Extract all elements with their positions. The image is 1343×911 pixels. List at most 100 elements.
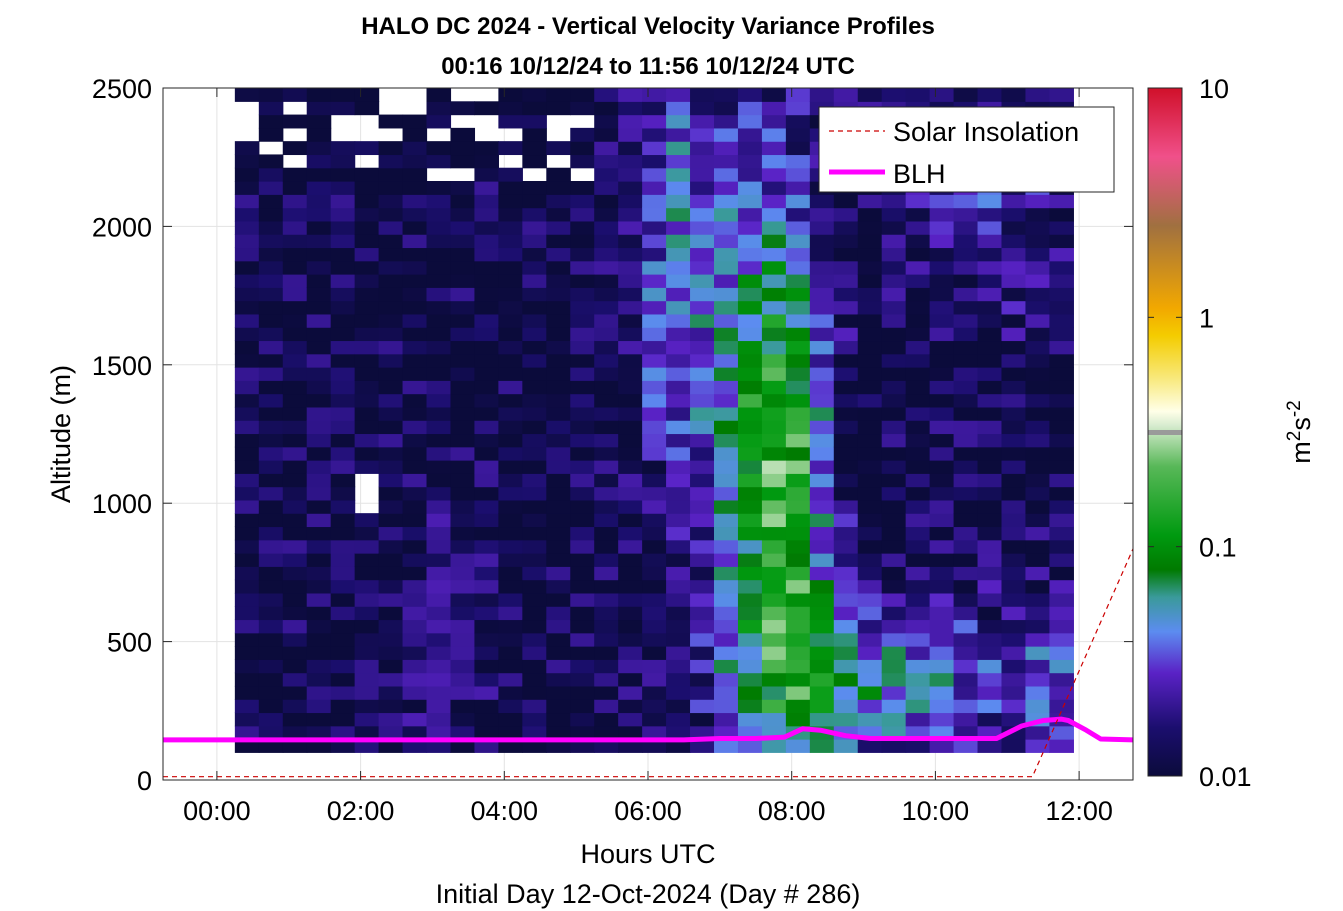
heatmap-cell [258, 207, 284, 222]
heatmap-cell [282, 433, 308, 448]
heatmap-cell [833, 300, 859, 315]
x-tick-label: 02:00 [327, 796, 395, 826]
heatmap-cell [1001, 380, 1027, 395]
heatmap-cell [330, 446, 356, 461]
heatmap-cell [857, 513, 883, 528]
heatmap-cell [690, 739, 715, 753]
heatmap-cell [618, 473, 643, 488]
heatmap-cell [594, 606, 619, 621]
heatmap-cell [474, 101, 499, 116]
heatmap-cell [1049, 446, 1074, 461]
heatmap-cell [306, 327, 332, 342]
heatmap-cell [450, 207, 476, 222]
heatmap-cell [690, 300, 715, 315]
heatmap-cell [1025, 672, 1051, 687]
heatmap-cell [306, 460, 332, 474]
heatmap-cell [474, 167, 499, 182]
heatmap-cell [450, 234, 476, 249]
heatmap-cell [737, 619, 763, 634]
heatmap-cell [426, 739, 452, 753]
heatmap-cell [809, 553, 835, 567]
heatmap-cell [833, 260, 859, 275]
chart-subtitle: 00:16 10/12/24 to 11:56 10/12/24 UTC [441, 53, 855, 80]
heatmap-cell [258, 380, 284, 395]
heatmap-cell [546, 194, 571, 209]
heatmap-cell [642, 340, 667, 355]
heatmap-cell [833, 579, 859, 594]
heatmap-cell [618, 460, 643, 474]
heatmap-cell [833, 486, 859, 501]
heatmap-cell [594, 393, 619, 408]
heatmap-cell [1049, 274, 1074, 288]
heatmap-cell [330, 739, 356, 753]
heatmap-cell [881, 672, 907, 687]
heatmap-cell [570, 499, 595, 514]
heatmap-cell [258, 220, 284, 235]
heatmap-cell [570, 513, 595, 528]
heatmap-cell [761, 739, 787, 753]
heatmap-cell [306, 672, 332, 687]
heatmap-cell [785, 499, 811, 514]
heatmap-cell [282, 513, 308, 528]
heatmap-cell [402, 181, 428, 195]
heatmap-cell [306, 606, 332, 621]
heatmap-cell [714, 234, 739, 249]
heatmap-cell [474, 287, 499, 302]
heatmap-cell [378, 739, 404, 753]
heatmap-cell [474, 553, 499, 567]
heatmap-cell [1001, 646, 1027, 660]
heatmap-cell [618, 154, 643, 169]
y-axis-label: Altitude (m) [46, 365, 76, 503]
heatmap-cell [1001, 579, 1027, 594]
heatmap-cell [1049, 526, 1074, 541]
heatmap-cell [714, 154, 739, 169]
heatmap-cell [642, 260, 667, 275]
heatmap-cell [690, 433, 715, 448]
heatmap-cell [714, 433, 739, 448]
heatmap-cell [426, 300, 452, 315]
heatmap-cell [1001, 353, 1027, 368]
heatmap-cell [378, 566, 404, 581]
heatmap-cell [258, 592, 284, 607]
heatmap-cell [594, 220, 619, 235]
heatmap-cell [714, 579, 739, 594]
heatmap-cell [785, 646, 811, 660]
x-tick-label: 06:00 [614, 796, 682, 826]
heatmap-cell [785, 739, 811, 753]
heatmap-cell [594, 659, 619, 674]
heatmap-cell [642, 181, 667, 195]
heatmap-cell [881, 380, 907, 395]
heatmap-cell [809, 274, 835, 288]
heatmap-cell [474, 725, 499, 740]
heatmap-cell [282, 566, 308, 581]
heatmap-cell [881, 499, 907, 514]
heatmap-cell [354, 313, 380, 328]
y-tick-label: 500 [107, 628, 152, 658]
heatmap-cell [450, 685, 476, 700]
heatmap-cell [857, 247, 883, 262]
heatmap-cell [690, 579, 715, 594]
heatmap-cell [330, 539, 356, 554]
heatmap-cell [570, 486, 595, 501]
heatmap-cell [666, 207, 691, 222]
heatmap-cell [905, 220, 931, 235]
heatmap-cell [977, 207, 1003, 222]
heatmap-cell [785, 380, 811, 395]
heatmap-cell [1001, 632, 1027, 647]
heatmap-cell [1001, 220, 1027, 235]
heatmap-cell [785, 579, 811, 594]
heatmap-cell [522, 725, 547, 740]
heatmap-cell [833, 353, 859, 368]
heatmap-cell [594, 619, 619, 634]
heatmap-cell [378, 553, 404, 567]
heatmap-cell [1025, 553, 1051, 567]
heatmap-cell [546, 659, 571, 674]
heatmap-cell [929, 606, 955, 621]
heatmap-cell [570, 685, 595, 700]
heatmap-cell [929, 274, 955, 288]
heatmap-cell [642, 88, 667, 102]
heatmap-cell [737, 699, 763, 714]
heatmap-cell [977, 486, 1003, 501]
heatmap-cell [666, 619, 691, 634]
heatmap-cell [857, 274, 883, 288]
